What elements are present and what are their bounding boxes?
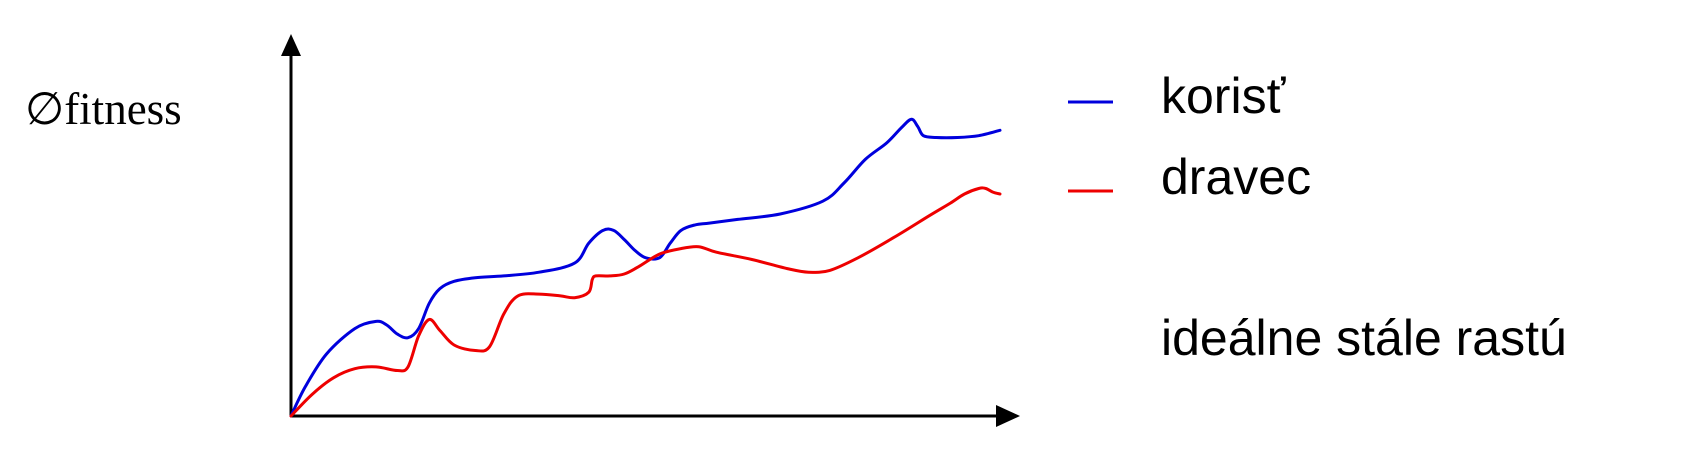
annotation-ideally-rising: ideálne stále rastú — [1161, 310, 1567, 366]
legend: korisť dravec — [1068, 68, 1311, 205]
y-axis-arrowhead — [281, 34, 301, 56]
axes — [281, 34, 1020, 427]
series-line-korist — [289, 117, 1002, 418]
legend-label-dravec: dravec — [1161, 149, 1311, 205]
y-axis-label: ∅fitness — [25, 84, 182, 134]
x-axis-arrowhead — [996, 405, 1020, 427]
series-layer — [289, 117, 1002, 418]
series-line-dravec — [289, 186, 1002, 418]
legend-label-korist: korisť — [1161, 68, 1287, 124]
